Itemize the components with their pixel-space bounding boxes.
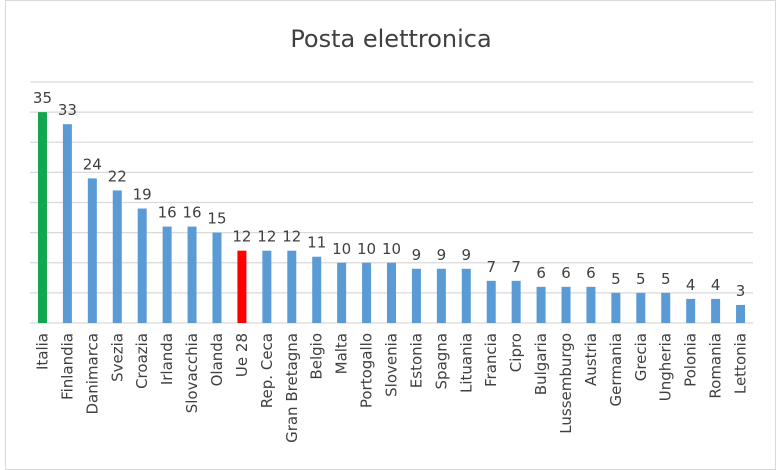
bar-lituania xyxy=(461,268,471,323)
category-label: Italia xyxy=(33,333,51,370)
chart-frame xyxy=(5,0,776,470)
bar-malta xyxy=(337,262,347,323)
bar-bulgaria xyxy=(536,286,546,323)
category-label: Lituania xyxy=(457,333,475,393)
data-label: 12 xyxy=(282,228,301,246)
category-label: Svezia xyxy=(108,333,126,382)
data-label: 6 xyxy=(536,264,546,282)
bar-irlanda xyxy=(162,226,172,323)
category-label: Portogallo xyxy=(358,333,376,408)
data-label: 9 xyxy=(412,246,422,264)
data-label: 19 xyxy=(133,186,152,204)
data-label: 5 xyxy=(661,270,671,288)
category-label: Francia xyxy=(482,333,500,387)
bar-olanda xyxy=(212,232,222,323)
category-label: Lussemburgo xyxy=(557,333,575,434)
bar-lussemburgo xyxy=(561,286,571,323)
bar-gran-bretagna xyxy=(287,250,297,323)
data-label: 11 xyxy=(307,234,326,252)
gridlines xyxy=(30,81,753,324)
bar-rep-ceca xyxy=(262,250,272,323)
category-label: Spagna xyxy=(432,333,450,389)
data-label: 6 xyxy=(586,264,596,282)
chart-title: Posta elettronica xyxy=(290,25,491,53)
data-label: 16 xyxy=(158,204,177,222)
data-label: 3 xyxy=(736,282,746,300)
category-label: Lettonia xyxy=(732,333,750,394)
category-label: Germania xyxy=(607,333,625,406)
bar-germania xyxy=(611,292,621,323)
category-label: Irlanda xyxy=(158,333,176,385)
data-label: 35 xyxy=(33,89,52,107)
bar-cipro xyxy=(511,280,521,323)
category-label: Grecia xyxy=(632,333,650,381)
bar-portogallo xyxy=(362,262,372,323)
category-label: Estonia xyxy=(407,333,425,388)
bar-romania xyxy=(711,298,721,323)
data-label: 4 xyxy=(686,276,696,294)
category-label: Gran Bretagna xyxy=(283,333,301,443)
bar-slovacchia xyxy=(187,226,197,323)
data-label: 5 xyxy=(636,270,646,288)
category-label: Finlandia xyxy=(58,333,76,400)
category-label: Polonia xyxy=(682,333,700,387)
data-label: 16 xyxy=(183,204,202,222)
data-label: 9 xyxy=(437,246,447,264)
data-label: 9 xyxy=(462,246,472,264)
bar-austria xyxy=(586,286,596,323)
data-label: 15 xyxy=(207,210,226,228)
category-label: Romania xyxy=(707,333,725,399)
category-label: Austria xyxy=(582,333,600,386)
bar-spagna xyxy=(436,268,446,323)
category-label: Cipro xyxy=(507,333,525,372)
bars xyxy=(37,112,746,323)
category-label: Bulgaria xyxy=(532,333,550,395)
bar-lettonia xyxy=(736,304,746,323)
data-label: 12 xyxy=(232,228,251,246)
bar-italia xyxy=(37,112,47,323)
category-label: Ungheria xyxy=(657,333,675,401)
bar-svezia xyxy=(112,190,122,323)
data-label: 6 xyxy=(561,264,571,282)
bar-croazia xyxy=(137,208,147,323)
bar-ue-28 xyxy=(237,250,247,323)
bar-ungheria xyxy=(661,292,671,323)
bar-grecia xyxy=(636,292,646,323)
data-label: 24 xyxy=(83,155,102,173)
data-label: 10 xyxy=(332,240,351,258)
bar-finlandia xyxy=(62,124,72,323)
category-label: Slovenia xyxy=(383,333,401,397)
bar-belgio xyxy=(312,256,322,323)
data-label: 7 xyxy=(486,258,496,276)
category-label: Danimarca xyxy=(83,333,101,415)
data-label: 10 xyxy=(357,240,376,258)
category-label: Ue 28 xyxy=(233,333,251,377)
data-label: 33 xyxy=(58,101,77,119)
data-label: 7 xyxy=(511,258,521,276)
data-label: 12 xyxy=(257,228,276,246)
data-label: 22 xyxy=(108,167,127,185)
category-labels: Italia Finlandia Danimarca Svezia Croazia Irl… xyxy=(33,333,749,443)
bar-danimarca xyxy=(87,178,97,323)
bar-francia xyxy=(486,280,496,323)
category-label: Rep. Ceca xyxy=(258,333,276,408)
bar-slovenia xyxy=(387,262,396,323)
category-label: Olanda xyxy=(208,333,226,386)
data-label: 5 xyxy=(611,270,621,288)
data-label: 10 xyxy=(382,240,401,258)
bar-polonia xyxy=(686,298,696,323)
category-label: Slovacchia xyxy=(183,333,201,413)
category-label: Croazia xyxy=(133,333,151,389)
category-label: Malta xyxy=(333,333,351,374)
category-label: Belgio xyxy=(308,333,326,380)
data-label: 4 xyxy=(711,276,721,294)
bar-estonia xyxy=(411,268,421,323)
